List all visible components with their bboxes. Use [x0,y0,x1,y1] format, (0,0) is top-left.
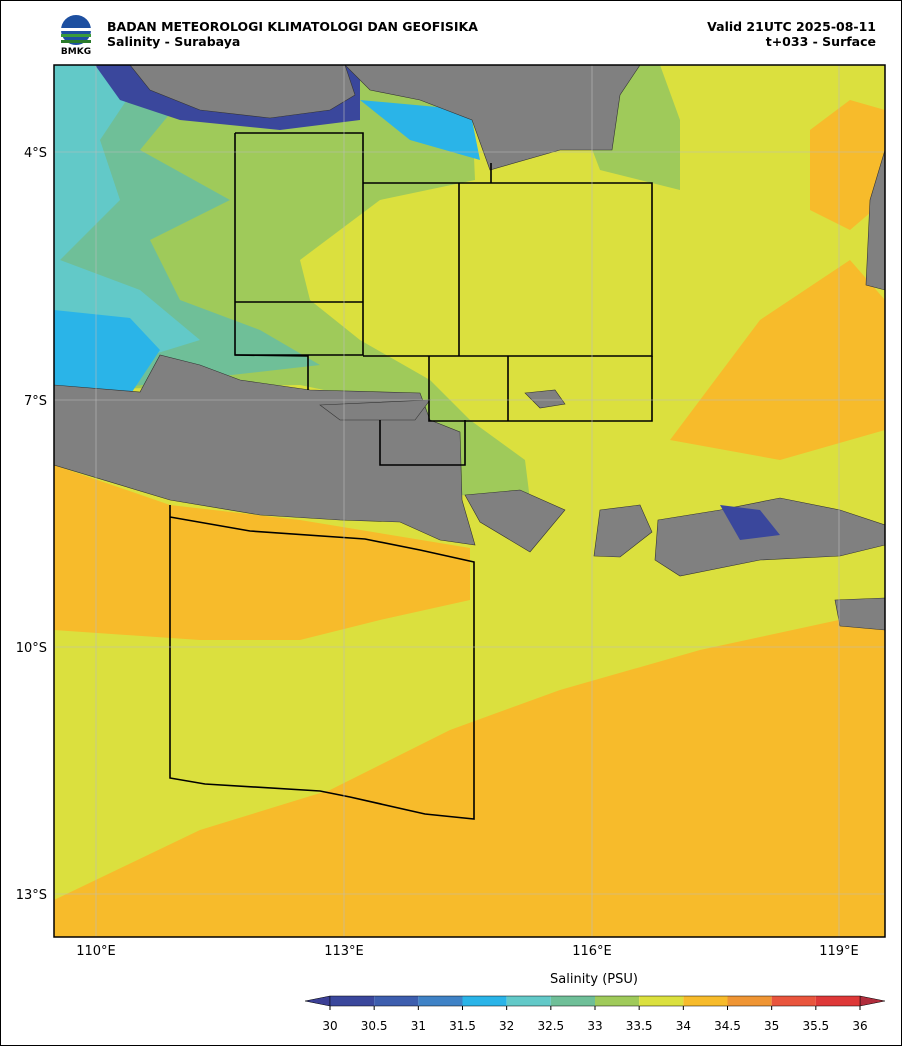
lat-label: 13°S [16,888,47,903]
colorbar-tick-label: 31.5 [449,1019,476,1033]
colorbar-swatch [639,996,684,1006]
map-border [53,64,886,938]
colorbar-tick-label: 34 [676,1019,691,1033]
colorbar-tick-label: 31 [411,1019,426,1033]
colorbar-swatch [550,996,595,1006]
subtitle: Salinity - Surabaya [107,34,240,49]
colorbar-label: Salinity (PSU) [550,972,638,987]
colorbar-swatch [330,996,375,1006]
lon-label: 116°E [572,944,612,959]
colorbar-swatch [727,996,772,1006]
colorbar-tick-label: 34.5 [714,1019,741,1033]
lat-label: 4°S [24,146,47,161]
lon-label: 110°E [76,944,116,959]
colorbar-tick-label: 36 [852,1019,867,1033]
title: BADAN METEOROLOGI KLIMATOLOGI DAN GEOFIS… [107,19,478,34]
colorbar-swatch [462,996,507,1006]
colorbar-tick-label: 35 [764,1019,779,1033]
colorbar-tick-label: 30 [322,1019,337,1033]
lat-label: 7°S [24,394,47,409]
valid-time: Valid 21UTC 2025-08-11 [707,19,876,34]
colorbar-swatch [506,996,551,1006]
colorbar-swatch [683,996,728,1006]
colorbar-swatch [418,996,463,1006]
map [54,65,885,937]
lon-label: 113°E [324,944,364,959]
logo: BMKG [61,15,91,57]
logo-text: BMKG [61,47,91,57]
colorbar-tick-label: 30.5 [361,1019,388,1033]
lat-label: 10°S [16,641,47,656]
colorbar-swatch [374,996,419,1006]
colorbar-swatch [815,996,860,1006]
colorbar-tick-label: 35.5 [802,1019,829,1033]
lead-time: t+033 - Surface [766,34,876,49]
colorbar-swatch [595,996,640,1006]
colorbar-swatch [771,996,816,1006]
colorbar-tick-label: 33 [587,1019,602,1033]
graticule [54,65,885,937]
colorbar-tick-label: 33.5 [626,1019,653,1033]
colorbar-tick-label: 32.5 [537,1019,564,1033]
colorbar-tick-label: 32 [499,1019,514,1033]
lon-label: 119°E [819,944,859,959]
